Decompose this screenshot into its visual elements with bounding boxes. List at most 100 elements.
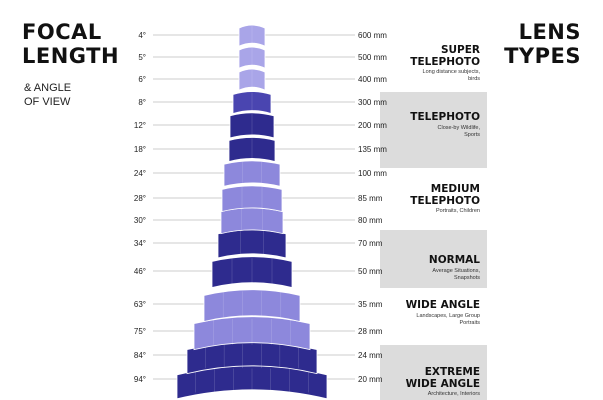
lens-type-super-telephoto: SUPER TELEPHOTO Long distance subjects, bir… <box>380 0 487 400</box>
lens-panel-bg-3 <box>380 168 487 230</box>
band-shape <box>221 185 283 213</box>
angle-band-500mm <box>238 46 266 69</box>
angle-label: 6° <box>138 75 146 84</box>
angle-band-85mm <box>221 185 283 213</box>
lens-panel-bg-5 <box>380 288 487 345</box>
lens-type-normal: NORMAL Average Situations, Snapshots <box>380 0 487 400</box>
focal-length-label: 20 mm <box>358 375 383 384</box>
focal-length-label: 85 mm <box>358 194 383 203</box>
angle-label: 8° <box>138 98 146 107</box>
angle-label: 84° <box>134 351 146 360</box>
lens-type-description-line: birds <box>468 76 480 82</box>
lens-type-description-line: Portraits <box>459 320 480 326</box>
angle-band-35mm <box>203 289 301 322</box>
lens-panel-bg-2 <box>380 92 487 168</box>
lens-type-description-line: Long distance subjects, <box>422 69 480 75</box>
lens-type-description-line: Portraits, Children <box>435 208 480 214</box>
angle-label: 18° <box>134 145 146 154</box>
angle-label: 24° <box>134 169 146 178</box>
focal-length-label: 500 mm <box>358 53 387 62</box>
angle-label: 46° <box>134 267 146 276</box>
angle-band-50mm <box>211 256 293 289</box>
lens-type-description: Long distance subjects, birds <box>390 69 480 83</box>
lens-type-wide-angle: WIDE ANGLE Landscapes, Large Group Portrai… <box>380 0 487 400</box>
band-shape <box>220 207 284 235</box>
focal-length-label: 70 mm <box>358 239 383 248</box>
focal-length-label: 35 mm <box>358 300 383 309</box>
lens-type-name-line: NORMAL <box>428 254 480 266</box>
focal-length-label: 600 mm <box>358 31 387 40</box>
focal-length-label: 28 mm <box>358 327 383 336</box>
angle-band-200mm <box>229 112 275 139</box>
lens-type-description-line: Landscapes, Large Group <box>416 313 480 319</box>
angle-band-135mm <box>228 137 276 162</box>
focal-length-label: 400 mm <box>358 75 387 84</box>
angle-label: 63° <box>134 300 146 309</box>
lens-panel-bg-1 <box>380 25 487 92</box>
lens-type-name: WIDE ANGLE <box>406 299 480 311</box>
angle-label: 94° <box>134 375 146 384</box>
focal-length-label: 50 mm <box>358 267 383 276</box>
lens-types-title: LENS TYPES <box>504 20 581 68</box>
angle-band-70mm <box>217 229 287 259</box>
lens-type-name: EXTREME WIDE ANGLE <box>406 366 480 390</box>
angle-label: 4° <box>138 31 146 40</box>
lens-type-description-line: Sports <box>464 132 480 138</box>
focal-length-label: 100 mm <box>358 169 387 178</box>
lens-type-description: Close-by Wildlife, Sports <box>390 125 480 139</box>
lens-type-extreme-wide-angle: EXTREME WIDE ANGLE Architecture, Interiors <box>380 0 487 400</box>
focal-length-title: FOCAL LENGTH <box>22 20 119 68</box>
focal-length-label: 200 mm <box>358 121 387 130</box>
lens-type-description: Landscapes, Large Group Portraits <box>390 313 480 327</box>
angle-band-600mm <box>238 24 266 47</box>
angle-band-80mm <box>220 207 284 235</box>
band-shape <box>203 289 301 322</box>
lens-title-line-1: LENS <box>518 20 581 44</box>
angle-label: 75° <box>134 327 146 336</box>
lens-type-telephoto: TELEPHOTO Close-by Wildlife, Sports <box>380 0 487 400</box>
angle-band-300mm <box>232 91 272 115</box>
angle-label: 5° <box>138 53 146 62</box>
subtitle-line-2: OF VIEW <box>24 96 71 108</box>
focal-length-label: 24 mm <box>358 351 383 360</box>
lens-panel-bg-4 <box>380 230 487 288</box>
lens-type-description: Portraits, Children <box>390 208 480 215</box>
lens-type-name-line: WIDE ANGLE <box>405 378 480 390</box>
angle-band-400mm <box>238 68 266 91</box>
band-shape <box>217 229 287 259</box>
lens-type-description-line: Close-by Wildlife, <box>437 125 480 131</box>
angle-label: 12° <box>134 121 146 130</box>
lens-type-name-line: TELEPHOTO <box>410 56 480 68</box>
focal-length-label: 135 mm <box>358 145 387 154</box>
band-shape <box>223 160 281 187</box>
focal-length-label: 80 mm <box>358 216 383 225</box>
lens-type-name: TELEPHOTO <box>410 111 480 123</box>
lens-type-name: NORMAL <box>429 254 480 266</box>
angle-label: 30° <box>134 216 146 225</box>
angle-label: 34° <box>134 239 146 248</box>
title-line-2: LENGTH <box>22 44 120 68</box>
lens-type-description-line: Snapshots <box>454 275 480 281</box>
lens-type-name-line: EXTREME <box>424 366 480 378</box>
lens-type-name-line: WIDE ANGLE <box>405 299 480 311</box>
angle-band-100mm <box>223 160 281 187</box>
lens-panel-bg-6 <box>380 345 487 400</box>
lens-type-name-line: TELEPHOTO <box>410 111 480 123</box>
lens-type-description-line: Architecture, Interiors <box>427 391 480 397</box>
lens-type-description: Architecture, Interiors <box>390 391 480 398</box>
lens-type-medium-telephoto: MEDIUM TELEPHOTO Portraits, Children <box>380 0 487 400</box>
lens-type-description: Average Situations, Snapshots <box>390 268 480 282</box>
angle-label: 28° <box>134 194 146 203</box>
lens-type-name-line: MEDIUM <box>430 183 480 195</box>
focal-length-label: 300 mm <box>358 98 387 107</box>
lens-title-line-2: TYPES <box>504 44 581 68</box>
lens-type-description-line: Average Situations, <box>432 268 480 274</box>
lens-type-name-line: TELEPHOTO <box>410 195 480 207</box>
lens-type-name: SUPER TELEPHOTO <box>410 44 480 68</box>
lens-type-name: MEDIUM TELEPHOTO <box>410 183 480 207</box>
angle-of-view-subtitle: & ANGLE OF VIEW <box>24 81 71 109</box>
title-line-1: FOCAL <box>22 20 102 44</box>
lens-type-name-line: SUPER <box>440 44 480 56</box>
